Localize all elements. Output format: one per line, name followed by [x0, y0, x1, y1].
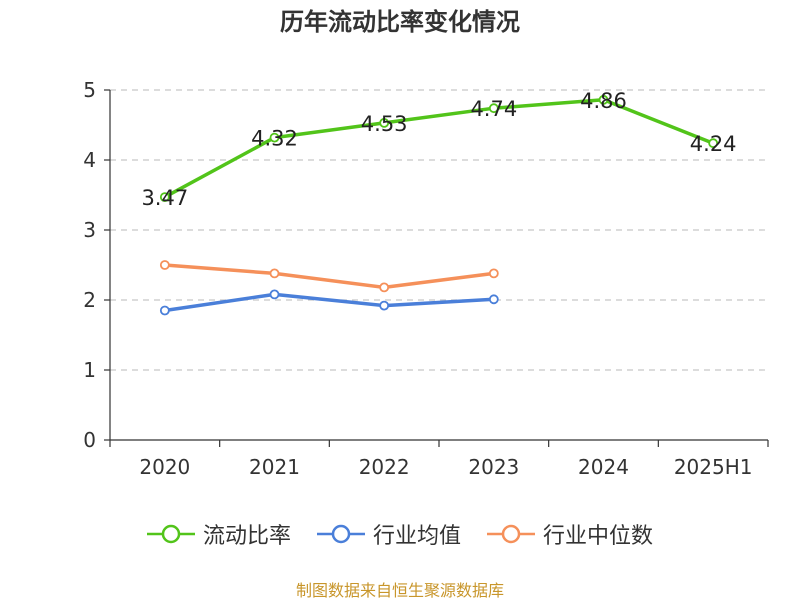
legend-marker-orange-icon [487, 524, 535, 544]
legend-marker-green-icon [146, 524, 195, 544]
y-tick-label: 4 [83, 148, 96, 172]
series-line-2 [164, 263, 495, 290]
data-label: 4.24 [690, 132, 737, 156]
legend-item-industry-median[interactable]: 行业中位数 [487, 518, 653, 550]
legend-item-current-ratio[interactable]: 流动比率 [146, 518, 291, 550]
data-label: 4.86 [580, 89, 627, 113]
y-tick-label: 1 [83, 358, 96, 382]
data-point [598, 94, 609, 105]
data-point [159, 260, 170, 270]
y-tick-label: 3 [83, 218, 96, 242]
data-point [488, 294, 499, 305]
x-tick-label: 2025H1 [674, 455, 753, 479]
data-point [159, 305, 170, 316]
x-tick-label: 2024 [578, 455, 629, 479]
data-label: 4.74 [470, 97, 517, 121]
legend-marker-blue-icon [316, 524, 365, 544]
data-point [269, 132, 280, 143]
data-label: 3.47 [141, 186, 188, 210]
legend-label: 行业均值 [372, 524, 461, 549]
y-tick-label: 5 [83, 78, 96, 102]
legend: 流动比率 行业均值 行业中位数 [0, 518, 800, 550]
x-tick-label: 2022 [359, 455, 410, 479]
x-tick-label: 2021 [249, 455, 300, 479]
data-point [379, 300, 390, 311]
data-point [488, 268, 499, 279]
y-tick-label: 2 [83, 288, 96, 312]
data-point [379, 118, 390, 128]
data-source-note: 制图数据来自恒生聚源数据库 [295, 581, 504, 600]
legend-label: 流动比率 [202, 524, 291, 549]
x-tick-label: 2023 [468, 455, 519, 479]
data-point [159, 192, 170, 203]
data-label: 4.53 [361, 112, 408, 136]
chart-title: 历年流动比率变化情况 [280, 8, 520, 36]
data-label: 4.32 [251, 127, 298, 151]
data-point [269, 268, 280, 279]
data-point [269, 289, 280, 300]
legend-label: 行业中位数 [543, 524, 654, 549]
data-point [379, 282, 390, 293]
legend-item-industry-mean[interactable]: 行业均值 [316, 518, 461, 550]
y-tick-label: 0 [83, 428, 96, 452]
series-line-0 [163, 98, 714, 199]
data-point [488, 103, 499, 114]
x-tick-label: 2020 [139, 455, 190, 479]
series-line-1 [164, 292, 494, 313]
data-point [708, 138, 719, 149]
